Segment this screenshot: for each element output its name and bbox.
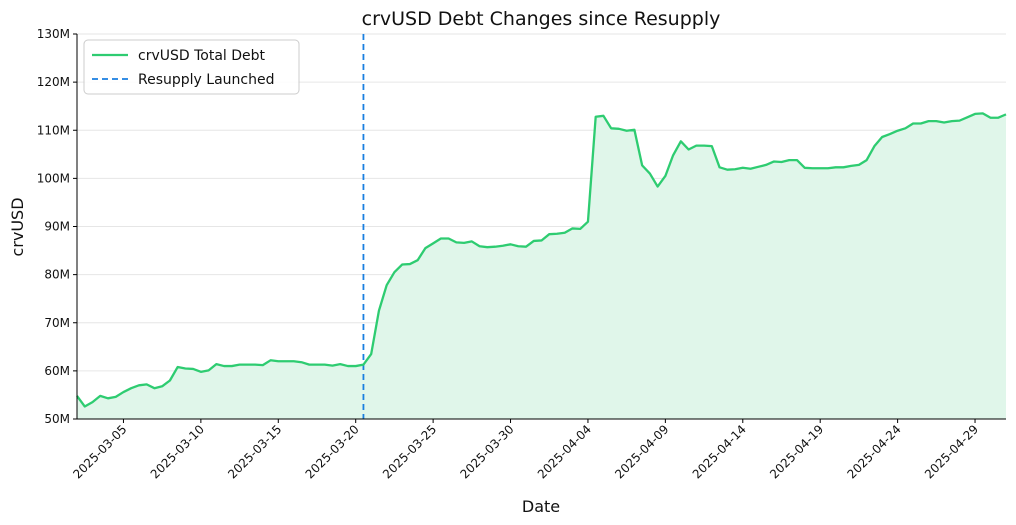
x-tick-label: 2025-04-29: [922, 422, 981, 481]
legend-label-crvusd-total-debt: crvUSD Total Debt: [138, 48, 266, 64]
y-axis-label: crvUSD: [8, 197, 27, 256]
x-tick-label: 2025-03-05: [70, 422, 129, 481]
y-tick-label: 110M: [37, 123, 70, 137]
legend-box: [83, 39, 300, 95]
y-tick-label: 120M: [37, 75, 70, 89]
chart-title: crvUSD Debt Changes since Resupply: [362, 8, 721, 30]
x-tick-label: 2025-03-25: [380, 422, 439, 481]
x-axis-label: Date: [522, 497, 560, 516]
y-tick-label: 50M: [44, 412, 70, 426]
y-tick-label: 90M: [44, 220, 70, 234]
x-tick-label: 2025-04-04: [535, 422, 594, 481]
y-tick-label: 130M: [37, 27, 70, 41]
legend-label-resupply-launched: Resupply Launched: [138, 72, 274, 88]
x-tick-label: 2025-04-24: [845, 422, 904, 481]
y-tick-label: 70M: [44, 316, 70, 330]
y-tick-label: 60M: [44, 364, 70, 378]
legend: crvUSD Total Debt Resupply Launched: [83, 39, 300, 95]
x-tick-label: 2025-04-19: [767, 422, 826, 481]
x-tick-label: 2025-03-10: [148, 422, 207, 481]
x-tick-label: 2025-03-20: [303, 422, 362, 481]
x-tick-label: 2025-04-14: [690, 422, 749, 481]
series-line-crvusd-total-debt: [76, 112, 1007, 408]
y-tick-label: 100M: [37, 171, 70, 185]
x-tick-label: 2025-04-09: [612, 422, 671, 481]
y-tick-label: 80M: [44, 268, 70, 282]
series-area-fill: [77, 113, 1006, 419]
x-tick-label: 2025-03-15: [225, 422, 284, 481]
x-axis-ticks: 2025-03-05 2025-03-10 2025-03-15 2025-03-20…: [70, 419, 981, 481]
y-axis-ticks: 50M 60M 70M 80M 90M 100M 110M 120M 130M: [37, 27, 77, 426]
x-tick-label: 2025-03-30: [457, 422, 516, 481]
